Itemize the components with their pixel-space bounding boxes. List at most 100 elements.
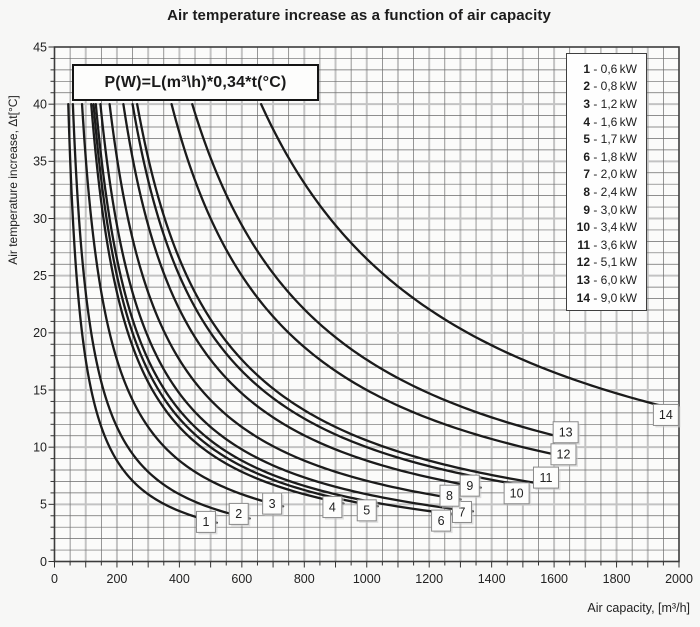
svg-text:0: 0 [40, 555, 47, 569]
legend-power-value: 0,8 [600, 79, 618, 94]
legend-curve-number: 10 [576, 220, 590, 235]
y-tick-labels: 0 5 10 15 20 25 30 35 40 45 [33, 40, 47, 569]
curve-4 [90, 103, 345, 505]
axis-ticks [48, 46, 680, 568]
svg-text:3: 3 [269, 497, 276, 511]
legend-power-value: 1,6 [600, 114, 618, 129]
legend-power-value: 2,0 [600, 167, 618, 182]
legend-item-6: 6 - 1,8 kW [567, 148, 646, 166]
svg-text:1000: 1000 [353, 572, 381, 586]
curve-6 [94, 103, 454, 516]
legend-item-5: 5 - 1,7 kW [567, 130, 646, 148]
legend-separator: - [590, 61, 601, 76]
svg-text:1400: 1400 [478, 572, 506, 586]
legend-separator: - [590, 132, 601, 147]
legend-curve-number: 2 [583, 79, 590, 94]
svg-text:5: 5 [363, 504, 370, 518]
legend: 1 - 0,6 kW 2 - 0,8 kW 3 - 1,2 kW 4 - 1,6 kW 5 - … [566, 53, 647, 311]
legend-curve-number: 4 [583, 114, 590, 129]
x-tick-labels: 0 200 400 600 800 1000 1200 1400 1600 1800 2000 [51, 572, 693, 586]
svg-text:25: 25 [33, 269, 47, 283]
legend-power-value: 2,4 [600, 184, 618, 199]
curve-label-13: 13 [552, 421, 581, 445]
legend-curve-number: 1 [583, 61, 590, 76]
legend-separator: - [590, 184, 601, 199]
legend-unit: kW [619, 149, 637, 164]
legend-unit: kW [619, 96, 637, 111]
legend-power-value: 0,6 [600, 61, 618, 76]
legend-unit: kW [619, 114, 637, 129]
legend-curve-number: 6 [583, 149, 590, 164]
legend-item-13: 13 - 6,0 kW [567, 271, 646, 289]
svg-text:400: 400 [169, 572, 190, 586]
svg-text:2000: 2000 [665, 572, 693, 586]
legend-unit: kW [619, 132, 637, 147]
legend-curve-number: 7 [583, 167, 590, 182]
legend-curve-number: 12 [576, 255, 590, 270]
svg-text:1800: 1800 [603, 572, 631, 586]
legend-item-12: 12 - 5,1 kW [567, 254, 646, 272]
svg-text:45: 45 [33, 40, 47, 54]
curve-14 [259, 103, 678, 411]
x-axis-title: Air capacity, [m³/h] [587, 601, 690, 615]
legend-separator: - [590, 272, 601, 287]
legend-separator: - [590, 149, 601, 164]
curve-8 [108, 103, 462, 501]
curve-3 [80, 103, 285, 508]
svg-text:13: 13 [559, 426, 573, 440]
legend-unit: kW [619, 167, 637, 182]
curve-2 [71, 103, 251, 520]
svg-text:5: 5 [40, 498, 47, 512]
legend-unit: kW [619, 184, 637, 199]
svg-text:1: 1 [202, 515, 209, 529]
legend-item-1: 1 - 0,6 kW [567, 60, 646, 78]
curve-10 [131, 103, 529, 488]
curve-1 [67, 103, 219, 524]
curve-13 [191, 103, 578, 442]
legend-item-4: 4 - 1,6 kW [567, 113, 646, 131]
legend-power-value: 3,0 [600, 202, 618, 217]
legend-power-value: 9,0 [600, 290, 618, 305]
legend-item-10: 10 - 3,4 kW [567, 218, 646, 236]
legend-item-11: 11 - 3,6 kW [567, 236, 646, 254]
legend-unit: kW [619, 290, 637, 305]
curve-label-11: 11 [532, 466, 561, 491]
curve-label-6: 6 [431, 509, 453, 534]
chart-title: Air temperature increase as a function o… [167, 7, 551, 24]
legend-separator: - [590, 202, 601, 217]
formula-text: P(W)=L(m³\h)*0,34*t(°C) [104, 73, 287, 91]
legend-separator: - [590, 255, 601, 270]
legend-unit: kW [619, 272, 637, 287]
legend-unit: kW [619, 61, 637, 76]
legend-unit: kW [619, 255, 637, 270]
legend-item-9: 9 - 3,0 kW [567, 201, 646, 219]
curve-label-10: 10 [503, 482, 532, 506]
svg-text:2: 2 [235, 507, 242, 521]
legend-curve-number: 13 [576, 272, 590, 287]
legend-item-8: 8 - 2,4 kW [567, 183, 646, 201]
legend-separator: - [590, 79, 601, 94]
legend-power-value: 6,0 [600, 272, 618, 287]
curve-label-5: 5 [356, 499, 379, 523]
legend-separator: - [590, 290, 601, 305]
svg-text:200: 200 [107, 572, 128, 586]
legend-separator: - [590, 237, 601, 252]
svg-text:1600: 1600 [540, 572, 568, 586]
legend-item-2: 2 - 0,8 kW [567, 78, 646, 96]
legend-power-value: 5,1 [600, 255, 618, 270]
legend-separator: - [590, 167, 601, 182]
svg-text:20: 20 [33, 326, 47, 340]
legend-item-7: 7 - 2,0 kW [567, 166, 646, 184]
curve-label-14: 14 [652, 403, 681, 428]
svg-text:600: 600 [231, 572, 252, 586]
curve-11 [136, 103, 559, 488]
curve-7 [99, 103, 475, 513]
svg-text:14: 14 [659, 408, 673, 422]
curve-12 [170, 103, 576, 460]
svg-text:7: 7 [459, 505, 466, 519]
svg-text:0: 0 [51, 572, 58, 586]
legend-unit: kW [619, 220, 637, 235]
legend-curve-number: 3 [583, 96, 590, 111]
